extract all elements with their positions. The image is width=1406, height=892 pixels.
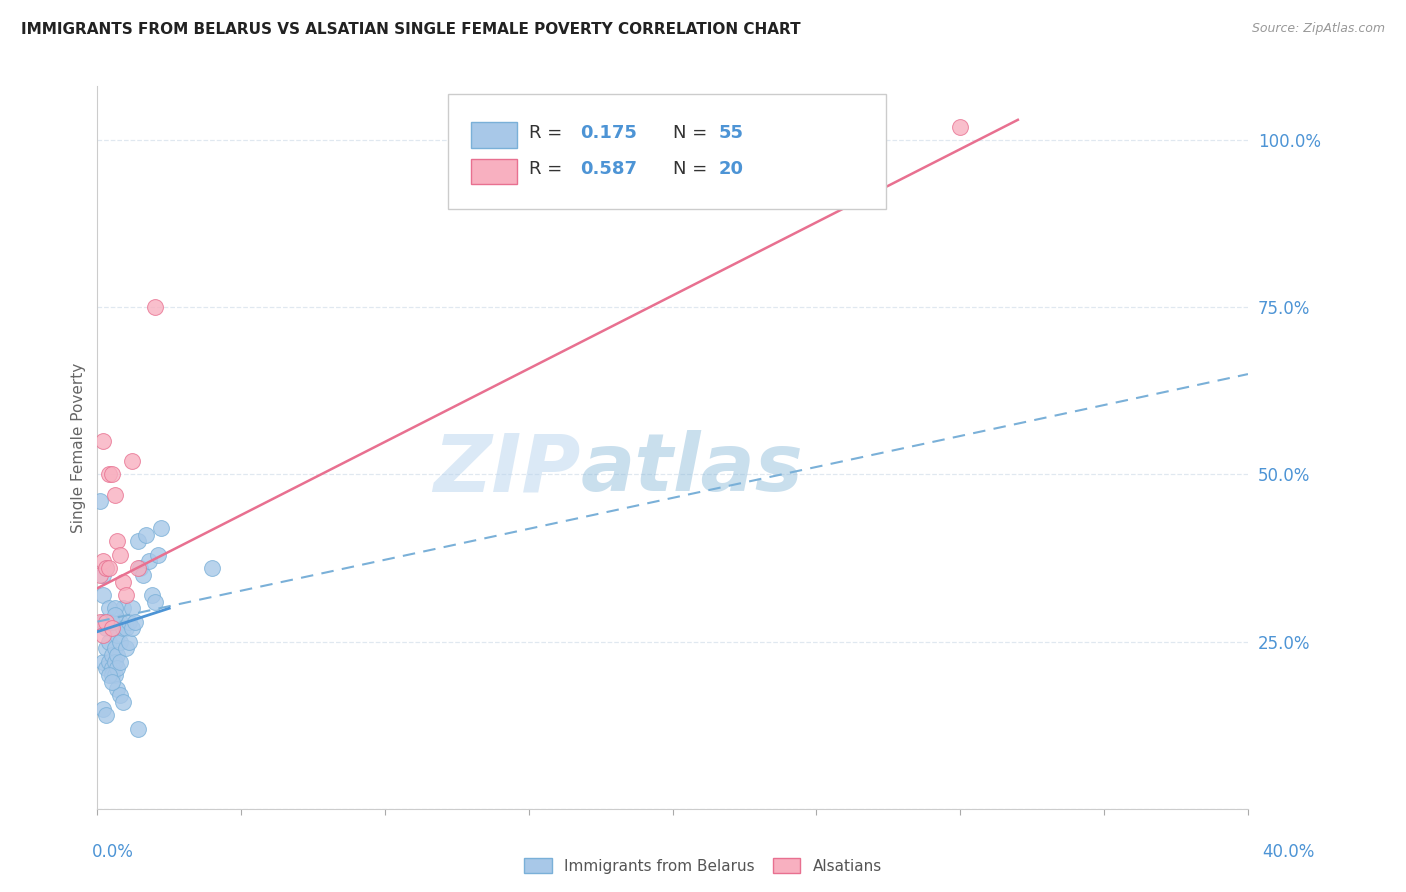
Point: [91, 655, 114, 669]
Point: [132, 567, 155, 582]
Point: [89, 615, 111, 629]
Point: [143, 594, 166, 608]
Point: [91, 434, 114, 448]
Point: [100, 467, 122, 482]
Text: R =: R =: [529, 161, 568, 178]
Point: [107, 534, 129, 549]
Text: N =: N =: [672, 124, 713, 143]
Point: [201, 561, 224, 575]
Point: [112, 695, 135, 709]
Text: 0.587: 0.587: [581, 161, 637, 178]
Point: [100, 661, 122, 675]
Point: [91, 701, 114, 715]
Point: [112, 601, 135, 615]
Text: N =: N =: [672, 161, 713, 178]
Point: [100, 648, 122, 662]
Point: [94, 561, 117, 575]
Point: [104, 607, 127, 622]
Text: Source: ZipAtlas.com: Source: ZipAtlas.com: [1251, 22, 1385, 36]
Point: [129, 561, 152, 575]
Point: [100, 674, 122, 689]
Point: [141, 588, 163, 602]
Point: [115, 621, 138, 635]
Point: [949, 120, 972, 134]
Point: [110, 655, 132, 669]
Point: [94, 561, 117, 575]
Point: [138, 554, 160, 568]
Point: [146, 548, 169, 562]
FancyBboxPatch shape: [449, 94, 886, 210]
Point: [107, 648, 129, 662]
Point: [110, 634, 132, 648]
Point: [94, 708, 117, 723]
Point: [112, 574, 135, 589]
Point: [118, 634, 141, 648]
Point: [97, 634, 120, 648]
Point: [94, 621, 117, 635]
Point: [135, 527, 157, 541]
Point: [97, 467, 120, 482]
Point: [149, 521, 172, 535]
FancyBboxPatch shape: [471, 122, 517, 148]
Point: [89, 567, 111, 582]
Point: [104, 487, 127, 501]
Point: [118, 615, 141, 629]
Point: [121, 621, 143, 635]
Point: [91, 588, 114, 602]
Point: [127, 534, 149, 549]
Point: [107, 628, 129, 642]
Text: ZIP: ZIP: [433, 430, 581, 508]
Point: [94, 661, 117, 675]
Point: [94, 641, 117, 656]
Text: 40.0%: 40.0%: [1263, 843, 1315, 861]
Text: 55: 55: [718, 124, 744, 143]
Point: [115, 641, 138, 656]
Point: [100, 621, 122, 635]
Point: [104, 601, 127, 615]
Point: [110, 548, 132, 562]
Point: [97, 601, 120, 615]
Text: 0.0%: 0.0%: [91, 843, 134, 861]
Point: [143, 300, 166, 314]
Point: [97, 668, 120, 682]
Point: [121, 454, 143, 468]
Point: [104, 621, 127, 635]
Text: atlas: atlas: [581, 430, 803, 508]
Point: [110, 688, 132, 702]
Point: [89, 494, 111, 508]
Point: [100, 615, 122, 629]
Point: [104, 641, 127, 656]
Point: [91, 615, 114, 629]
Point: [100, 668, 122, 682]
Point: [97, 655, 120, 669]
Text: IMMIGRANTS FROM BELARUS VS ALSATIAN SINGLE FEMALE POVERTY CORRELATION CHART: IMMIGRANTS FROM BELARUS VS ALSATIAN SING…: [21, 22, 800, 37]
Point: [94, 615, 117, 629]
Point: [97, 561, 120, 575]
Point: [112, 621, 135, 635]
Text: 20: 20: [718, 161, 744, 178]
Point: [127, 722, 149, 736]
Point: [124, 615, 146, 629]
Text: R =: R =: [529, 124, 568, 143]
Point: [115, 588, 138, 602]
Point: [107, 681, 129, 696]
Point: [91, 567, 114, 582]
Point: [104, 668, 127, 682]
Y-axis label: Single Female Poverty: Single Female Poverty: [72, 362, 86, 533]
Point: [91, 554, 114, 568]
Point: [127, 561, 149, 575]
FancyBboxPatch shape: [471, 159, 517, 184]
Text: 0.175: 0.175: [581, 124, 637, 143]
Point: [104, 655, 127, 669]
Point: [91, 628, 114, 642]
Point: [107, 661, 129, 675]
Point: [110, 615, 132, 629]
Legend: Immigrants from Belarus, Alsatians: Immigrants from Belarus, Alsatians: [517, 852, 889, 880]
Point: [121, 601, 143, 615]
